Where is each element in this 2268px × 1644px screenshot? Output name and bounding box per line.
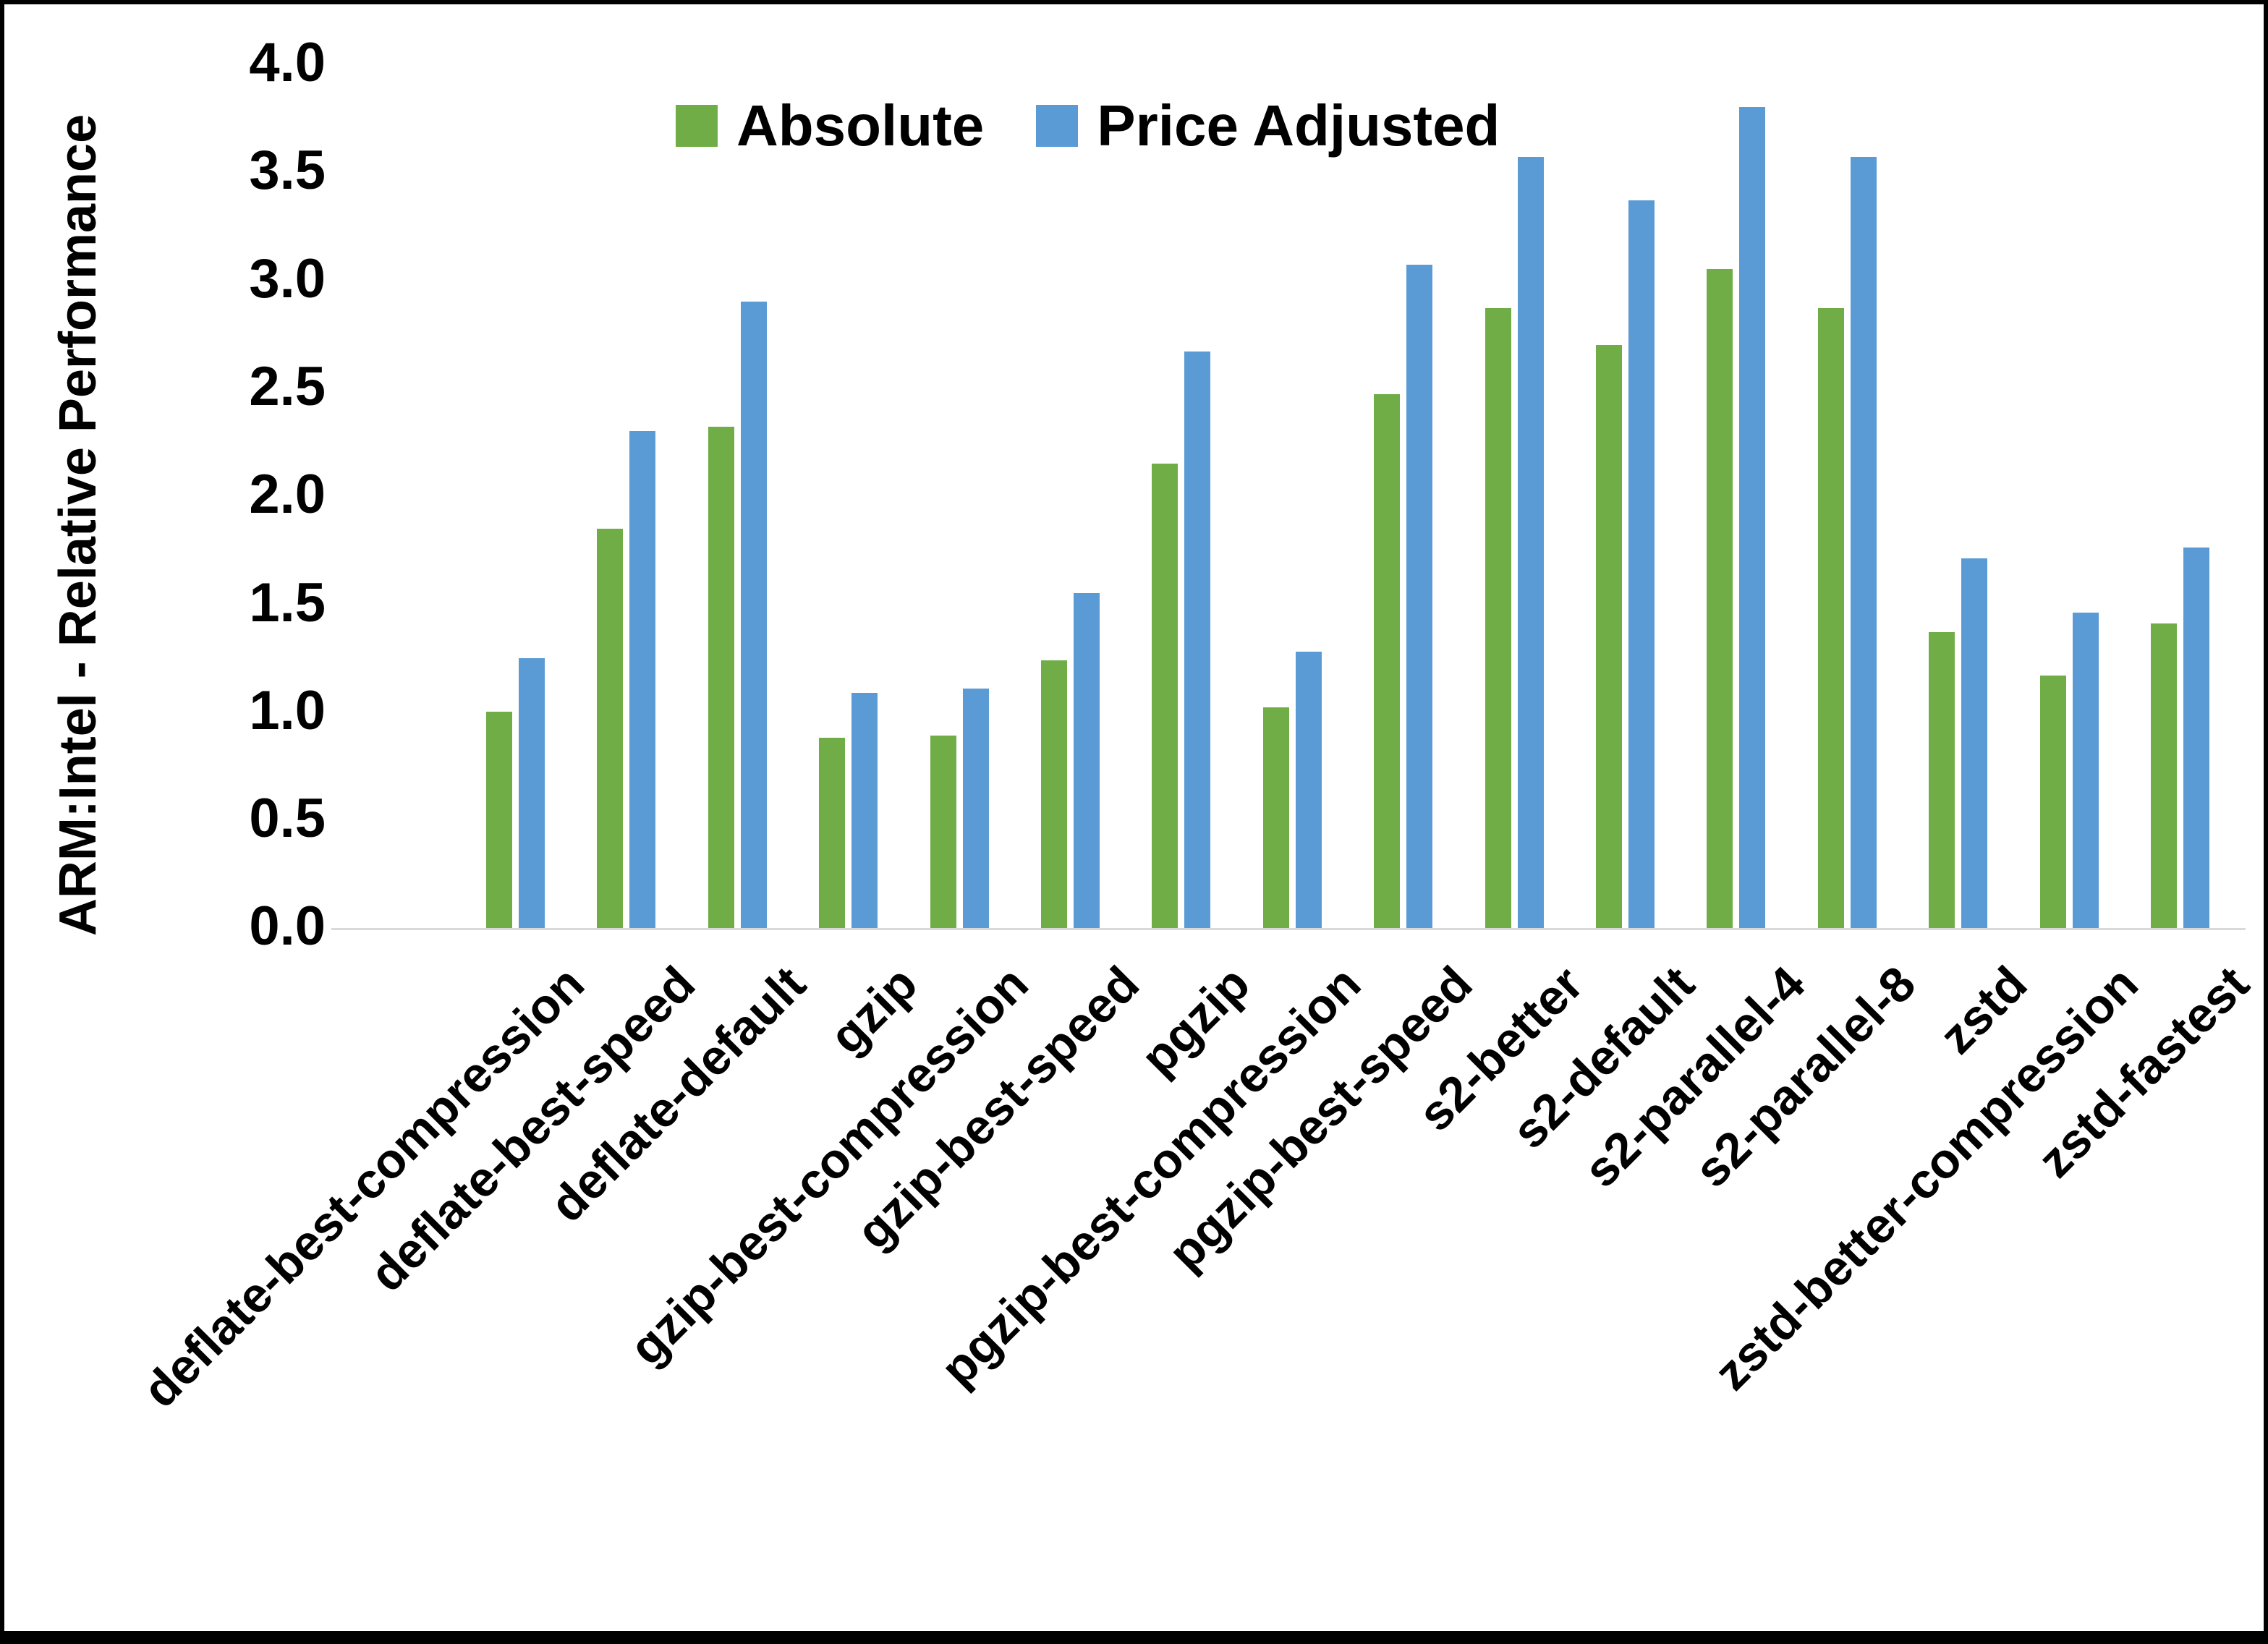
legend-item: Absolute [676, 97, 984, 155]
x-axis-line [331, 928, 2246, 930]
bar-absolute [1152, 464, 1178, 928]
bar-absolute [819, 738, 845, 928]
bar-price-adjusted [1296, 652, 1322, 928]
legend-item: Price Adjusted [1036, 97, 1500, 155]
bar-absolute [1485, 308, 1511, 928]
bar-price-adjusted [1184, 352, 1210, 928]
bar-price-adjusted [1628, 200, 1655, 928]
bar-absolute [930, 736, 956, 928]
legend-swatch-icon [1036, 105, 1079, 147]
y-tick-label: 0.0 [249, 895, 326, 957]
bar-absolute [1818, 308, 1844, 928]
bar-price-adjusted [2183, 548, 2209, 928]
bar-absolute [1596, 345, 1622, 928]
y-tick-label: 4.0 [249, 32, 326, 93]
bar-price-adjusted [1961, 558, 1987, 928]
chart-legend: Absolute Price Adjusted [676, 97, 1500, 155]
bar-absolute [1041, 660, 1067, 928]
bar-price-adjusted [2073, 613, 2099, 928]
bar-absolute [1263, 707, 1289, 928]
y-tick-label: 1.5 [249, 572, 326, 634]
bar-price-adjusted [741, 302, 767, 928]
bar-price-adjusted [963, 689, 989, 928]
bar-absolute [1374, 394, 1400, 928]
bar-price-adjusted [1074, 593, 1100, 928]
bar-absolute [1929, 632, 1955, 928]
bar-price-adjusted [519, 658, 545, 928]
y-tick-label: 0.5 [249, 788, 326, 849]
y-tick-label: 1.0 [249, 680, 326, 741]
y-tick-label: 2.5 [249, 356, 326, 417]
bar-absolute [708, 427, 734, 928]
bar-price-adjusted [1739, 107, 1765, 928]
legend-swatch-icon [676, 105, 718, 147]
bar-absolute [597, 529, 623, 928]
y-tick-label: 3.5 [249, 140, 326, 201]
x-category-label-text: deflate-best-compression [132, 955, 595, 1418]
bar-price-adjusted [629, 431, 655, 928]
legend-label: Absolute [736, 93, 985, 158]
bar-price-adjusted [851, 693, 878, 928]
y-tick-label: 2.0 [249, 464, 326, 525]
y-axis-title: ARM:Intel - Relative Performance [49, 114, 107, 937]
legend-label: Price Adjusted [1097, 93, 1500, 158]
bar-price-adjusted [1851, 157, 1877, 928]
bar-absolute [2151, 623, 2177, 928]
bar-price-adjusted [1518, 157, 1544, 928]
bar-absolute [1707, 269, 1733, 928]
bar-absolute [486, 712, 512, 928]
bar-absolute [2040, 676, 2066, 928]
bar-price-adjusted [1406, 265, 1432, 928]
y-tick-label: 3.0 [249, 248, 326, 310]
